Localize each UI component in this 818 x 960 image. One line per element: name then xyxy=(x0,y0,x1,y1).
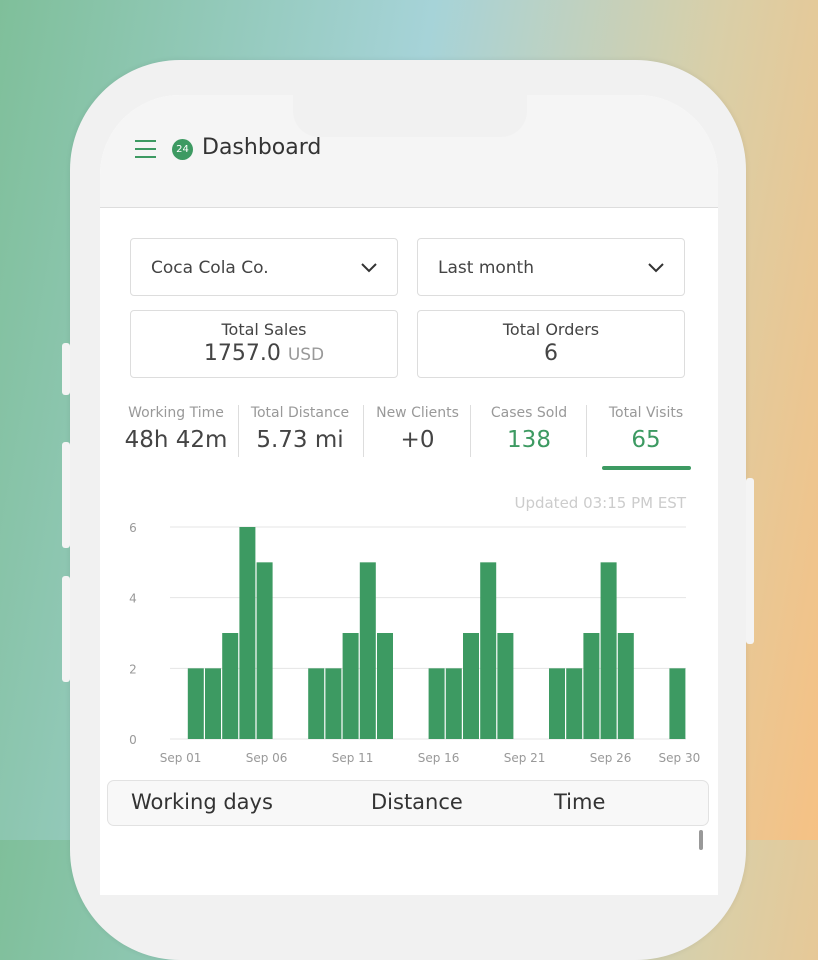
card-value: 6 xyxy=(544,341,558,366)
card-label: Total Orders xyxy=(502,320,600,339)
x-tick-label: Sep 30 xyxy=(659,751,701,765)
divider xyxy=(470,405,471,457)
card-value: 1757.0 xyxy=(203,341,281,366)
divider xyxy=(363,405,364,457)
total-sales-card: Total Sales 1757.0 USD xyxy=(130,310,398,378)
company-select[interactable]: Coca Cola Co. xyxy=(130,238,398,296)
notch xyxy=(293,95,527,137)
bar xyxy=(256,562,273,739)
app-header: 24 Dashboard xyxy=(100,95,718,208)
bar xyxy=(463,633,479,739)
stat-value: 138 xyxy=(507,427,551,453)
bar xyxy=(445,668,462,739)
bar xyxy=(669,668,686,739)
chevron-down-icon xyxy=(648,263,664,273)
stat-total-distance[interactable]: Total Distance 5.73 mi xyxy=(245,405,355,453)
notification-badge: 24 xyxy=(172,139,193,160)
stat-value: +0 xyxy=(400,427,435,453)
bar xyxy=(497,633,514,739)
column-header[interactable]: Working days xyxy=(131,790,273,814)
bar xyxy=(377,633,393,739)
y-tick-label: 6 xyxy=(129,521,137,535)
x-tick-label: Sep 01 xyxy=(160,751,202,765)
stat-label: Cases Sold xyxy=(490,405,568,421)
bar xyxy=(617,633,634,739)
bar xyxy=(428,668,445,739)
stat-working-time[interactable]: Working Time 48h 42m xyxy=(120,405,232,453)
phone-button xyxy=(62,442,70,548)
stat-label: Total Distance xyxy=(250,405,350,421)
bar xyxy=(480,562,497,739)
phone-button xyxy=(62,343,70,395)
scrollbar[interactable] xyxy=(699,830,703,850)
stat-value: 65 xyxy=(631,427,661,453)
chevron-down-icon xyxy=(361,263,377,273)
column-header[interactable]: Distance xyxy=(371,790,463,814)
y-tick-label: 0 xyxy=(129,733,137,747)
visits-bar-chart: 0 2 4 6 Sep 01 Sep 06 Sep 11 Sep 16 Sep 21 Sep 26… xyxy=(129,521,701,765)
bar xyxy=(187,668,204,739)
bar xyxy=(308,668,325,739)
y-tick-label: 4 xyxy=(129,592,137,606)
stat-new-clients[interactable]: New Clients +0 xyxy=(365,405,470,453)
bar xyxy=(239,527,256,739)
bar xyxy=(222,633,239,739)
card-label: Total Sales xyxy=(221,320,307,339)
selected-stat-indicator xyxy=(602,466,691,470)
x-tick-label: Sep 21 xyxy=(504,751,546,765)
company-select-value: Coca Cola Co. xyxy=(151,258,269,278)
phone-button xyxy=(62,576,70,682)
bar xyxy=(359,562,376,739)
stat-label: Working Time xyxy=(128,405,224,421)
table-header: Working days Distance Time xyxy=(107,780,709,826)
stat-cases-sold[interactable]: Cases Sold 138 xyxy=(475,405,583,453)
stat-value: 5.73 mi xyxy=(256,427,344,453)
period-select[interactable]: Last month xyxy=(417,238,685,296)
divider xyxy=(238,405,239,457)
period-select-value: Last month xyxy=(438,258,534,278)
hamburger-menu-icon[interactable] xyxy=(135,140,156,158)
updated-timestamp: Updated 03:15 PM EST xyxy=(514,494,686,512)
stat-total-visits[interactable]: Total Visits 65 xyxy=(596,405,696,453)
total-orders-card: Total Orders 6 xyxy=(417,310,685,378)
bar xyxy=(600,562,617,739)
y-tick-label: 2 xyxy=(129,662,137,676)
bar xyxy=(549,668,565,739)
screen: 24 Dashboard Coca Cola Co. Last month To… xyxy=(100,95,718,895)
bar xyxy=(325,668,342,739)
bar xyxy=(566,668,583,739)
page-title: Dashboard xyxy=(202,135,322,160)
bar xyxy=(205,668,221,739)
x-tick-label: Sep 06 xyxy=(246,751,288,765)
column-header[interactable]: Time xyxy=(554,790,606,814)
bar xyxy=(583,633,600,739)
x-tick-label: Sep 26 xyxy=(590,751,632,765)
card-unit: USD xyxy=(287,345,325,365)
stat-label: New Clients xyxy=(376,405,459,421)
x-tick-label: Sep 11 xyxy=(332,751,374,765)
phone-button xyxy=(746,478,754,644)
stat-label: Total Visits xyxy=(608,405,684,421)
bar xyxy=(342,633,359,739)
x-tick-label: Sep 16 xyxy=(418,751,460,765)
stat-value: 48h 42m xyxy=(124,427,228,453)
divider xyxy=(586,405,587,457)
